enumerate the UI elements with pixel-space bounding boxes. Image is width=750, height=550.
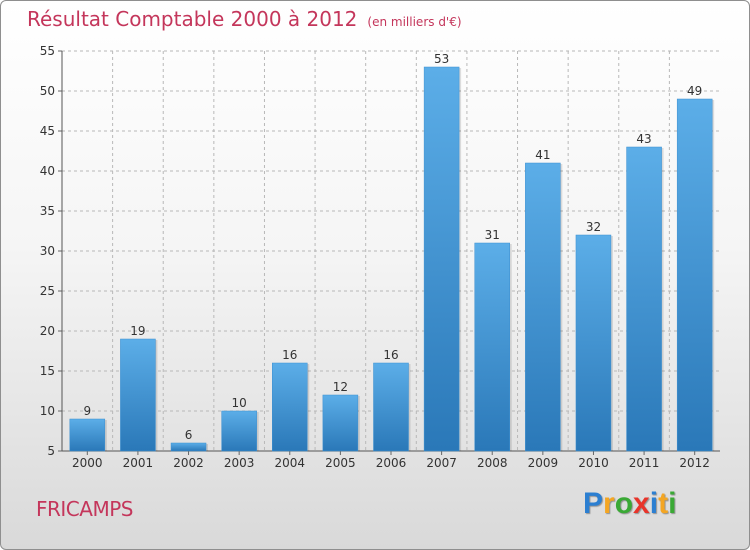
- y-tick-label: 25: [40, 284, 55, 298]
- data-label-2004: 16: [282, 348, 297, 362]
- bars: [69, 66, 715, 452]
- x-tick-label: 2009: [528, 456, 559, 470]
- x-tick-label: 2011: [629, 456, 660, 470]
- x-tick-label: 2002: [173, 456, 204, 470]
- data-label-2000: 9: [83, 404, 91, 418]
- data-label-2009: 41: [535, 148, 550, 162]
- logo-letter: o: [614, 487, 634, 520]
- x-tick-label: 2001: [123, 456, 154, 470]
- y-tick-label: 15: [40, 364, 55, 378]
- bar-2008: [474, 242, 510, 452]
- bar-2003: [221, 410, 257, 452]
- bar-2006: [373, 362, 409, 452]
- chart-title-text: Résultat Comptable 2000 à 2012: [27, 7, 358, 31]
- y-tick-label: 35: [40, 204, 55, 218]
- commune-name: FRICAMPS: [36, 497, 133, 521]
- proxiti-logo: Proxiti: [583, 487, 676, 521]
- data-label-2008: 31: [485, 228, 500, 242]
- x-tick-label: 2007: [426, 456, 457, 470]
- data-label-2002: 6: [185, 428, 193, 442]
- y-tick-label: 20: [40, 324, 55, 338]
- logo-letter: i: [649, 487, 659, 520]
- y-tick-label: 40: [40, 164, 55, 178]
- data-label-2003: 10: [232, 396, 247, 410]
- data-label-2007: 53: [434, 52, 449, 66]
- x-tick-label: 2012: [679, 456, 710, 470]
- y-tick-label: 55: [40, 44, 55, 58]
- bar-2005: [322, 394, 359, 452]
- y-tick-label: 50: [40, 84, 55, 98]
- x-tick-label: 2000: [72, 456, 103, 470]
- x-tick-label: 2010: [578, 456, 609, 470]
- data-label-2012: 49: [687, 84, 702, 98]
- x-tick-label: 2008: [477, 456, 508, 470]
- logo-letter: i: [668, 487, 677, 520]
- x-tick-label: 2003: [224, 456, 255, 470]
- logo-letter: x: [633, 487, 650, 520]
- chart-title: Résultat Comptable 2000 à 2012 (en millie…: [27, 7, 462, 31]
- bar-2009: [525, 162, 561, 452]
- x-tick-label: 2004: [274, 456, 305, 470]
- data-label-2005: 12: [333, 380, 348, 394]
- bar-2001: [120, 338, 156, 452]
- bar-2010: [575, 234, 612, 452]
- bar-2011: [626, 146, 662, 452]
- bar-2007: [423, 66, 460, 452]
- logo-letter: P: [583, 487, 604, 520]
- data-label-2001: 19: [130, 324, 145, 338]
- y-tick-label: 30: [40, 244, 55, 258]
- x-tick-label: 2005: [325, 456, 356, 470]
- y-tick-label: 5: [47, 444, 55, 458]
- y-tick-label: 45: [40, 124, 55, 138]
- logo-letter: t: [658, 487, 669, 520]
- chart-unit: (en milliers d'€): [367, 15, 462, 29]
- bar-2012: [676, 98, 713, 452]
- y-tick-label: 10: [40, 404, 55, 418]
- bar-2004: [272, 362, 308, 452]
- tick-labels: 5 10 15 20 25 30 35 40 45 50 55 2000 2001 2002 2003 200…: [40, 44, 710, 470]
- data-label-2010: 32: [586, 220, 601, 234]
- data-label-2006: 16: [383, 348, 398, 362]
- bar-2002: [170, 442, 207, 452]
- logo-letter: r: [603, 487, 615, 520]
- data-label-2011: 43: [636, 132, 651, 146]
- x-tick-label: 2006: [376, 456, 407, 470]
- bar-2000: [69, 418, 106, 452]
- data-labels: 9 19 6 10 16 12 16 53 31 41 32 43 49: [83, 52, 702, 442]
